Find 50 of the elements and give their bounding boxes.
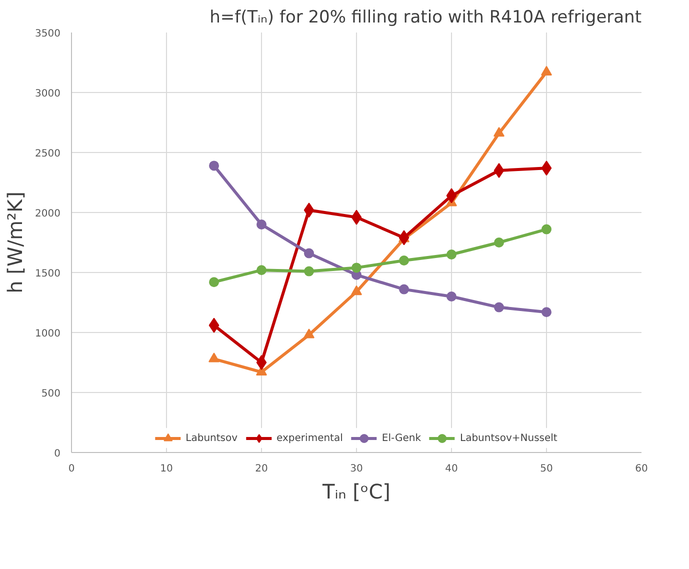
point xyxy=(351,210,362,225)
point xyxy=(541,160,552,176)
legend-label: experimental xyxy=(276,432,343,444)
x-tick-label: 20 xyxy=(255,464,268,474)
y-tick-label: 3000 xyxy=(35,88,61,100)
point xyxy=(494,127,504,137)
point xyxy=(542,224,552,234)
point xyxy=(446,188,457,204)
point xyxy=(209,277,219,288)
x-tick-label: 60 xyxy=(635,464,648,474)
point xyxy=(304,266,314,276)
y-tick-label: 1000 xyxy=(35,328,61,340)
y-tick-label: 2500 xyxy=(35,148,61,160)
point xyxy=(398,230,410,246)
y-tick-label: 500 xyxy=(41,388,61,400)
point xyxy=(494,238,504,248)
point xyxy=(494,302,504,312)
point xyxy=(208,318,220,333)
legend-label: Labuntsov+Nusselt xyxy=(460,432,558,444)
point xyxy=(256,265,266,276)
x-axis-title: Tᵢₙ [ᵒC] xyxy=(322,480,390,504)
y-tick-label: 1500 xyxy=(35,268,61,280)
point xyxy=(446,250,456,260)
point xyxy=(351,285,362,296)
legend-label: El-Genk xyxy=(382,432,421,444)
point xyxy=(304,248,314,258)
point xyxy=(304,202,314,218)
legend-label: Labuntsov xyxy=(186,432,238,444)
y-tick-label: 2000 xyxy=(35,208,61,220)
point xyxy=(208,352,220,362)
point xyxy=(256,355,267,370)
x-tick-label: 30 xyxy=(350,464,363,474)
x-tick-label: 10 xyxy=(160,464,173,474)
point xyxy=(542,307,552,318)
point xyxy=(399,284,409,294)
point xyxy=(494,163,504,178)
point xyxy=(446,292,456,302)
y-axis-title: h [W/m²K] xyxy=(3,192,28,294)
x-tick-label: 50 xyxy=(540,464,553,474)
point xyxy=(256,220,266,230)
x-tick-label: 40 xyxy=(445,464,458,474)
point xyxy=(541,66,552,76)
point xyxy=(399,256,409,266)
x-tick-label: 0 xyxy=(68,464,75,474)
y-tick-label: 3500 xyxy=(35,28,61,40)
point xyxy=(304,328,314,338)
point xyxy=(352,262,362,273)
y-tick-label: 0 xyxy=(54,448,61,460)
chart-title: h=f(Tᵢₙ) for 20% filling ratio with R410A refrigerant xyxy=(210,8,642,28)
point xyxy=(209,160,219,171)
